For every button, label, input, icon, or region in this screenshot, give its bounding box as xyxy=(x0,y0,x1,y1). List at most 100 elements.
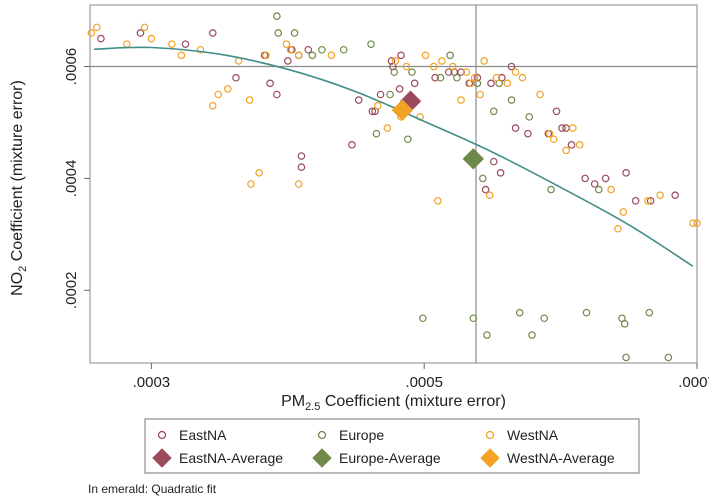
point-westna xyxy=(536,90,544,99)
point-europe xyxy=(372,129,381,138)
point-eastna xyxy=(273,90,281,99)
point-westna xyxy=(374,101,382,110)
point-europe xyxy=(525,113,534,121)
point-westna xyxy=(457,96,465,104)
point-westna xyxy=(485,191,494,199)
point-eastna xyxy=(601,174,610,183)
legend-label-eastna-average: EastNA-Average xyxy=(179,450,283,466)
point-westna xyxy=(168,40,176,48)
point-eastna xyxy=(671,191,679,199)
point-europe xyxy=(645,308,654,317)
legend-label-europe-average: Europe-Average xyxy=(339,450,441,466)
point-eastna xyxy=(631,196,640,205)
legend-marker-eastna-average xyxy=(152,448,172,468)
point-westna xyxy=(286,45,295,54)
point-eastna xyxy=(562,124,570,132)
point-eastna xyxy=(232,73,240,82)
point-eastna xyxy=(395,85,404,93)
point-europe xyxy=(528,331,536,339)
point-europe xyxy=(404,135,412,144)
point-westna xyxy=(147,34,156,43)
x-tick-label: .0003 xyxy=(133,374,171,391)
point-europe xyxy=(318,45,326,54)
point-eastna xyxy=(646,196,655,205)
point-eastna xyxy=(622,169,630,177)
point-westna xyxy=(123,40,131,48)
point-eastna xyxy=(581,174,589,183)
legend-marker-eastna xyxy=(157,430,167,440)
point-westna xyxy=(245,96,254,104)
point-eastna xyxy=(181,40,190,48)
point-westna xyxy=(93,23,101,32)
legend-marker-westna xyxy=(485,430,495,440)
legend: EastNA Europe WestNA EastNA-Average Europe-A… xyxy=(144,418,640,474)
y-axis-title: NO2 Coefficient (mixture error) xyxy=(9,80,29,296)
point-europe xyxy=(547,185,555,194)
point-europe xyxy=(290,29,299,37)
point-europe xyxy=(446,51,454,60)
point-westna xyxy=(438,57,446,65)
point-europe xyxy=(622,353,630,362)
point-eastna xyxy=(297,163,306,172)
point-westna xyxy=(402,62,411,71)
y-tick-label: .0002 xyxy=(63,272,80,310)
point-europe xyxy=(390,68,398,76)
point-europe xyxy=(386,90,394,99)
x-tick-label: .0005 xyxy=(405,374,443,391)
point-europe xyxy=(339,45,348,54)
legend-marker-europe-average xyxy=(312,448,332,468)
point-westna xyxy=(470,73,479,82)
point-westna xyxy=(511,68,520,76)
point-westna xyxy=(262,51,270,60)
average-markers xyxy=(391,90,485,170)
point-eastna xyxy=(487,79,495,88)
point-westna xyxy=(282,40,291,48)
point-eastna xyxy=(473,73,482,82)
y-tick-label: .0004 xyxy=(63,160,80,198)
point-eastna xyxy=(496,169,505,177)
reference-lines xyxy=(90,5,697,363)
point-westna xyxy=(196,45,205,54)
point-westna xyxy=(693,219,701,227)
point-westna xyxy=(689,219,697,227)
point-westna xyxy=(391,57,400,65)
point-westna xyxy=(644,196,652,205)
quadratic-fit-line xyxy=(94,46,694,267)
point-europe xyxy=(274,29,283,37)
point-eastna xyxy=(507,62,516,71)
point-westna xyxy=(294,180,303,188)
point-westna xyxy=(545,129,554,138)
point-europe xyxy=(483,331,491,339)
point-eastna xyxy=(348,141,356,149)
point-westna xyxy=(503,79,512,88)
point-europe xyxy=(507,96,516,104)
quadratic-fit xyxy=(94,46,694,267)
point-westna xyxy=(466,79,475,88)
point-eastna xyxy=(590,180,599,188)
point-europe xyxy=(479,174,487,183)
point-westna xyxy=(255,169,263,177)
point-europe xyxy=(594,185,603,194)
point-westna xyxy=(619,208,628,216)
legend-label-westna-average: WestNA-Average xyxy=(507,450,615,466)
point-europe xyxy=(453,73,461,82)
point-westna xyxy=(247,180,255,188)
point-westna xyxy=(656,191,664,199)
point-europe xyxy=(620,320,629,328)
point-eastna xyxy=(481,185,490,194)
point-eastna xyxy=(368,107,377,116)
point-eastna xyxy=(283,57,292,65)
point-eastna xyxy=(552,107,561,116)
point-europe xyxy=(408,68,416,76)
point-eastna xyxy=(524,129,532,138)
point-westna xyxy=(569,124,577,132)
legend-marker-europe xyxy=(317,430,327,440)
point-eastna xyxy=(266,79,274,88)
point-eastna xyxy=(208,29,217,37)
point-westna xyxy=(208,101,217,110)
point-eastna xyxy=(567,141,576,149)
point-westna xyxy=(214,90,223,99)
point-westna xyxy=(87,29,96,37)
marker-westna-average xyxy=(391,99,414,121)
point-eastna xyxy=(397,51,405,60)
